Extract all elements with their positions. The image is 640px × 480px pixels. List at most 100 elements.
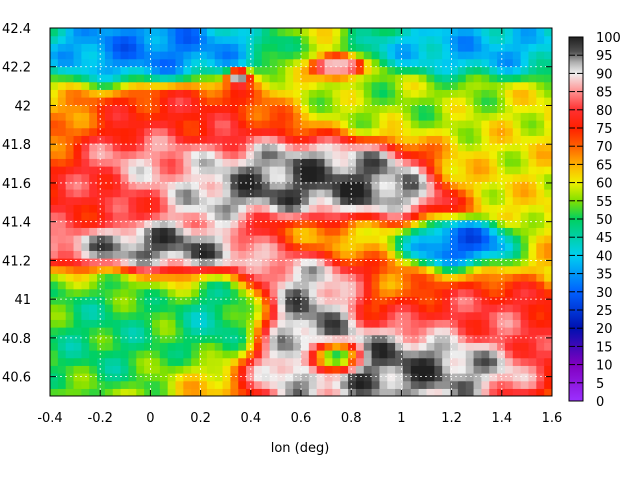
heat-cell xyxy=(402,166,412,175)
heat-cell xyxy=(50,43,59,52)
heat-cell xyxy=(371,235,381,244)
heat-cell xyxy=(473,127,482,136)
heat-cell xyxy=(199,334,208,343)
heat-cell xyxy=(489,258,498,267)
heat-cell xyxy=(504,212,514,221)
heat-cell xyxy=(301,380,310,389)
heat-cell xyxy=(332,43,341,52)
heat-cell xyxy=(230,74,239,83)
heat-cell xyxy=(222,296,231,305)
heat-cell xyxy=(457,365,467,374)
heat-cell xyxy=(65,28,75,37)
heat-cell xyxy=(285,189,294,198)
heat-cell xyxy=(402,388,412,396)
heat-cell xyxy=(355,288,365,297)
heat-cell xyxy=(536,350,545,359)
heat-cell xyxy=(497,265,506,274)
heat-cell xyxy=(183,58,192,67)
heat-cell xyxy=(238,66,247,75)
heat-cell xyxy=(410,104,420,113)
heat-cell xyxy=(222,51,231,60)
heat-cell xyxy=(120,189,130,198)
heat-cell xyxy=(269,173,279,182)
heat-cell xyxy=(151,334,161,343)
heat-cell xyxy=(230,288,239,297)
heat-cell xyxy=(97,97,106,106)
heat-cell xyxy=(238,304,247,313)
heat-cell xyxy=(465,296,475,305)
heat-cell xyxy=(128,288,137,297)
heat-cell xyxy=(324,388,333,396)
heat-cell xyxy=(253,281,263,290)
heat-cell xyxy=(222,89,231,98)
heat-cell xyxy=(238,242,247,251)
heat-cell xyxy=(261,196,271,205)
heat-cell xyxy=(277,250,286,259)
heat-cell xyxy=(473,112,482,121)
heat-cell xyxy=(120,97,130,106)
heat-cell xyxy=(308,51,318,60)
heat-cell xyxy=(340,334,349,343)
heat-cell xyxy=(175,388,184,396)
heat-cell xyxy=(504,281,514,290)
heat-cell xyxy=(50,365,59,374)
heat-cell xyxy=(379,242,388,251)
heat-cell xyxy=(253,189,263,198)
heat-cell xyxy=(253,97,263,106)
heat-cell xyxy=(238,89,247,98)
heat-cell xyxy=(104,380,114,389)
heat-cell xyxy=(465,273,475,282)
heat-cell xyxy=(379,120,388,129)
heat-cell xyxy=(277,43,286,52)
heat-cell xyxy=(536,189,545,198)
heat-cell xyxy=(269,327,279,336)
heat-cell xyxy=(183,319,192,328)
heat-cell xyxy=(175,373,184,382)
heat-cell xyxy=(261,288,271,297)
heat-cell xyxy=(120,373,130,382)
heat-cell xyxy=(151,28,161,37)
heat-cell xyxy=(81,158,90,167)
heat-cell xyxy=(520,150,530,159)
heat-cell xyxy=(167,66,177,75)
heat-cell xyxy=(144,112,153,121)
heat-cell xyxy=(418,212,428,221)
heat-cell xyxy=(355,35,365,44)
heat-cell xyxy=(481,342,490,351)
heat-cell xyxy=(355,58,365,67)
heat-cell xyxy=(144,357,153,366)
heat-cell xyxy=(481,373,490,382)
heat-cell xyxy=(253,304,263,313)
heat-cell xyxy=(191,43,200,52)
heat-cell xyxy=(324,288,333,297)
heat-cell xyxy=(151,288,161,297)
heat-cell xyxy=(450,135,459,144)
heat-cell xyxy=(395,304,404,313)
heat-cell xyxy=(371,166,381,175)
heat-cell xyxy=(497,250,506,259)
heat-cell xyxy=(528,296,537,305)
heat-cell xyxy=(89,311,98,320)
heat-cell xyxy=(520,158,530,167)
heat-cell xyxy=(308,43,318,52)
heat-cell xyxy=(159,334,169,343)
heat-cell xyxy=(112,81,122,90)
heat-cell xyxy=(426,288,435,297)
heat-cell xyxy=(104,304,114,313)
heat-cell xyxy=(332,58,341,67)
heat-cell xyxy=(481,311,490,320)
heat-cell xyxy=(128,112,137,121)
heat-cell xyxy=(285,258,294,267)
heat-cell xyxy=(293,250,302,259)
heat-cell xyxy=(144,81,153,90)
heat-cell xyxy=(285,43,294,52)
heat-cell xyxy=(97,212,106,221)
heat-cell xyxy=(363,189,373,198)
heat-cell xyxy=(89,357,98,366)
heat-cell xyxy=(222,181,231,190)
heat-cell xyxy=(418,196,428,205)
heat-cell xyxy=(379,273,388,282)
heat-cell xyxy=(465,35,475,44)
heat-cell xyxy=(528,66,537,75)
heat-cell xyxy=(402,304,412,313)
